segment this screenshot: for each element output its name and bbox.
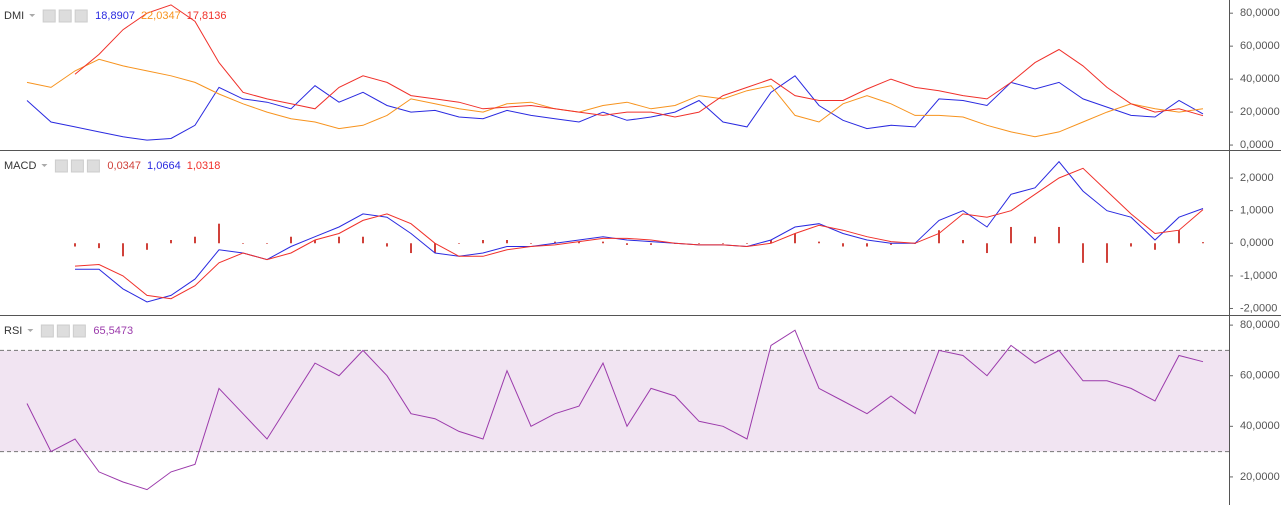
- legend-value: 1,0664: [147, 160, 181, 172]
- histogram-bar: [1106, 243, 1108, 263]
- histogram-bar: [218, 223, 220, 244]
- indicator-line: [26, 75, 1204, 141]
- visibility-icon[interactable]: [42, 9, 56, 23]
- legend-value: 65,5473: [93, 325, 133, 337]
- histogram-bar: [722, 243, 724, 244]
- histogram-bar: [890, 243, 892, 245]
- y-tick-label: 40,0000: [1240, 420, 1280, 432]
- legend-value: 1,0318: [187, 160, 221, 172]
- settings-icon[interactable]: [70, 159, 84, 173]
- histogram-bar: [1202, 242, 1204, 244]
- histogram-bar: [986, 243, 988, 254]
- histogram-bar: [554, 241, 556, 244]
- histogram-bar: [314, 240, 316, 244]
- histogram-bar: [482, 240, 484, 244]
- y-tick-label: -2,0000: [1240, 302, 1277, 314]
- histogram-bar: [938, 230, 940, 244]
- y-tick-label: 2,0000: [1240, 172, 1274, 184]
- histogram-bar: [1082, 243, 1084, 263]
- histogram-bar: [74, 243, 76, 247]
- indicator-line: [75, 160, 1204, 303]
- y-tick-label: 80,0000: [1240, 319, 1280, 331]
- histogram-bar: [338, 236, 340, 244]
- histogram-bar: [650, 243, 652, 245]
- close-icon[interactable]: [74, 9, 88, 23]
- histogram-bar: [746, 243, 748, 244]
- histogram-bar: [626, 243, 628, 245]
- histogram-bar: [794, 233, 796, 244]
- y-tick-label: 60,0000: [1240, 40, 1280, 52]
- histogram-bar: [1058, 226, 1060, 244]
- histogram-bar: [434, 243, 436, 254]
- histogram-bar: [1034, 236, 1036, 244]
- indicator-line: [74, 167, 1204, 300]
- histogram-bar: [386, 243, 388, 247]
- histogram-bar: [242, 243, 244, 244]
- histogram-bar: [290, 236, 292, 244]
- histogram-bar: [362, 236, 364, 244]
- histogram-bar: [962, 240, 964, 244]
- legend-value: 0,0347: [107, 160, 141, 172]
- histogram-bar: [170, 240, 172, 244]
- menu-caret[interactable]: [29, 14, 36, 17]
- indicator-line: [26, 329, 1204, 491]
- indicator-line: [74, 4, 1204, 118]
- visibility-icon[interactable]: [40, 324, 54, 338]
- histogram-bar: [266, 243, 268, 244]
- histogram-bar: [1154, 243, 1156, 250]
- close-icon[interactable]: [72, 324, 86, 338]
- menu-caret[interactable]: [27, 329, 34, 332]
- histogram-bar: [1178, 230, 1180, 244]
- histogram-bar: [1130, 243, 1132, 247]
- histogram-bar: [866, 243, 868, 247]
- histogram-bar: [698, 243, 700, 244]
- histogram-bar: [1010, 226, 1012, 244]
- histogram-bar: [818, 241, 820, 244]
- pane-title: DMI: [4, 10, 24, 22]
- histogram-bar: [410, 243, 412, 254]
- y-tick-label: 20,0000: [1240, 106, 1280, 118]
- histogram-bar: [146, 243, 148, 250]
- y-tick-label: 40,0000: [1240, 73, 1280, 85]
- legend-value: 18,8907: [95, 10, 135, 22]
- y-tick-label: 1,0000: [1240, 205, 1274, 217]
- y-tick-label: 0,0000: [1240, 237, 1274, 249]
- indicator-line: [26, 58, 1204, 138]
- histogram-bar: [122, 243, 124, 257]
- histogram-bar: [578, 241, 580, 244]
- y-tick-label: 0,0000: [1240, 139, 1274, 151]
- histogram-bar: [98, 243, 100, 249]
- histogram-bar: [458, 243, 460, 244]
- menu-caret[interactable]: [41, 164, 48, 167]
- settings-icon[interactable]: [58, 9, 72, 23]
- histogram-bar: [506, 240, 508, 244]
- close-icon[interactable]: [86, 159, 100, 173]
- histogram-bar: [602, 241, 604, 244]
- settings-icon[interactable]: [56, 324, 70, 338]
- histogram-bar: [530, 243, 532, 244]
- y-tick-label: 20,0000: [1240, 471, 1280, 483]
- pane-title: RSI: [4, 325, 22, 337]
- histogram-bar: [770, 240, 772, 244]
- histogram-bar: [842, 243, 844, 247]
- legend-value: 17,8136: [187, 10, 227, 22]
- y-tick-label: -1,0000: [1240, 270, 1277, 282]
- legend-value: 22,0347: [141, 10, 181, 22]
- y-tick-label: 60,0000: [1240, 370, 1280, 382]
- pane-title: MACD: [4, 160, 36, 172]
- y-tick-label: 80,0000: [1240, 7, 1280, 19]
- histogram-bar: [194, 236, 196, 244]
- visibility-icon[interactable]: [54, 159, 68, 173]
- rsi-band: [0, 350, 1229, 452]
